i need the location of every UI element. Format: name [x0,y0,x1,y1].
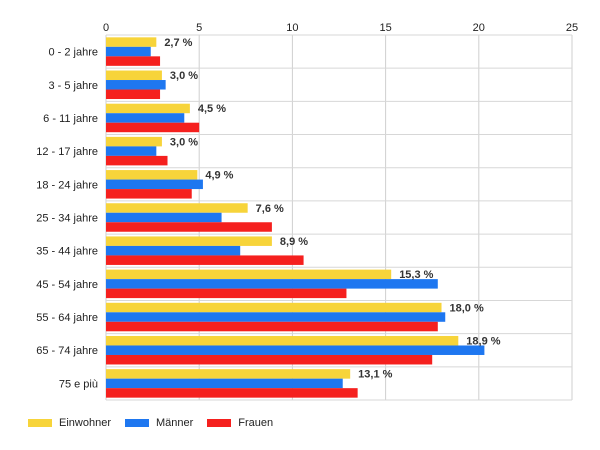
category-label: 0 - 2 jahre [48,47,98,59]
bar-frauen [106,222,272,232]
x-tick-label: 0 [103,22,109,34]
legend-swatch [124,419,149,427]
data-label: 8,9 % [280,236,308,248]
x-tick-label: 5 [196,22,202,34]
data-label: 3,0 % [170,70,198,82]
bar-frauen [106,155,168,166]
bar-einwohner [106,369,351,379]
bar-männer [106,212,222,223]
bar-frauen [106,354,433,365]
legend-item-frauen: Frauen [207,417,273,429]
bar-einwohner [106,335,459,346]
x-tick-label: 20 [473,22,485,34]
legend-swatch [207,419,232,427]
category-label: 45 - 54 jahre [36,279,98,291]
data-label: 4,9 % [205,170,233,182]
category-label: 55 - 64 jahre [36,312,98,324]
bar-männer [106,113,185,123]
category-label: 25 - 34 jahre [36,213,98,225]
data-label: 3,0 % [170,136,198,148]
legend-swatch [28,419,52,427]
legend-label: Einwohner [59,417,111,429]
bar-einwohner [106,203,248,213]
data-label: 4,5 % [198,103,226,115]
data-label: 2,7 % [164,37,192,49]
bar-männer [106,345,485,355]
bar-männer [106,146,157,156]
legend-label: Männer [155,417,194,429]
bar-einwohner [106,103,190,114]
category-label: 3 - 5 jahre [48,80,98,92]
legend-item-männer: Männer [124,417,194,429]
bar-einwohner [106,37,157,47]
category-label: 65 - 74 jahre [36,345,98,357]
bar-frauen [106,89,161,100]
bar-einwohner [106,170,198,180]
data-label: 15,3 % [399,269,433,281]
data-label: 13,1 % [358,369,392,381]
bar-frauen [106,288,347,299]
y-axis-categories: 0 - 2 jahre 3 - 5 jahre 6 - 11 jahre 12 - 1… [36,47,98,391]
category-label: 75 e più [59,378,98,390]
bar-männer [106,312,446,322]
data-label: 18,9 % [466,335,500,347]
bar-einwohner [106,302,442,313]
bar-männer [106,46,151,57]
bar-männer [106,378,343,389]
data-labels: 2,7 % 3,0 % 4,5 % 3,0 % 4,9 % 7,6 % 8,9 % 15,3 … [164,37,500,381]
bar-einwohner [106,236,272,246]
legend-label: Frauen [238,417,274,429]
data-label: 7,6 % [256,203,284,215]
category-label: 35 - 44 jahre [36,246,98,258]
category-label: 18 - 24 jahre [36,179,98,191]
bar-einwohner [106,136,162,147]
x-tick-label: 25 [566,22,578,34]
x-tick-label: 15 [379,22,391,34]
x-tick-label: 10 [286,22,298,34]
bar-männer [106,179,203,190]
grid-lines [105,34,573,401]
category-label: 6 - 11 jahre [43,113,98,125]
bar-frauen [106,189,192,199]
bars [106,37,485,398]
bar-männer [106,245,241,256]
bar-männer [106,80,166,90]
category-label: 12 - 17 jahre [36,146,98,158]
x-axis-ticks: 0 5 10 15 20 25 [103,22,578,34]
bar-frauen [106,56,161,66]
bar-männer [106,279,438,289]
bar-einwohner [106,70,162,81]
bar-frauen [106,255,304,265]
bar-frauen [106,122,200,133]
bar-frauen [106,388,358,398]
legend-item-einwohner: Einwohner [28,417,111,429]
bar-frauen [106,321,438,332]
legend: Einwohner Männer Frauen [28,417,273,429]
bar-einwohner [106,269,392,280]
data-label: 18,0 % [450,302,484,314]
